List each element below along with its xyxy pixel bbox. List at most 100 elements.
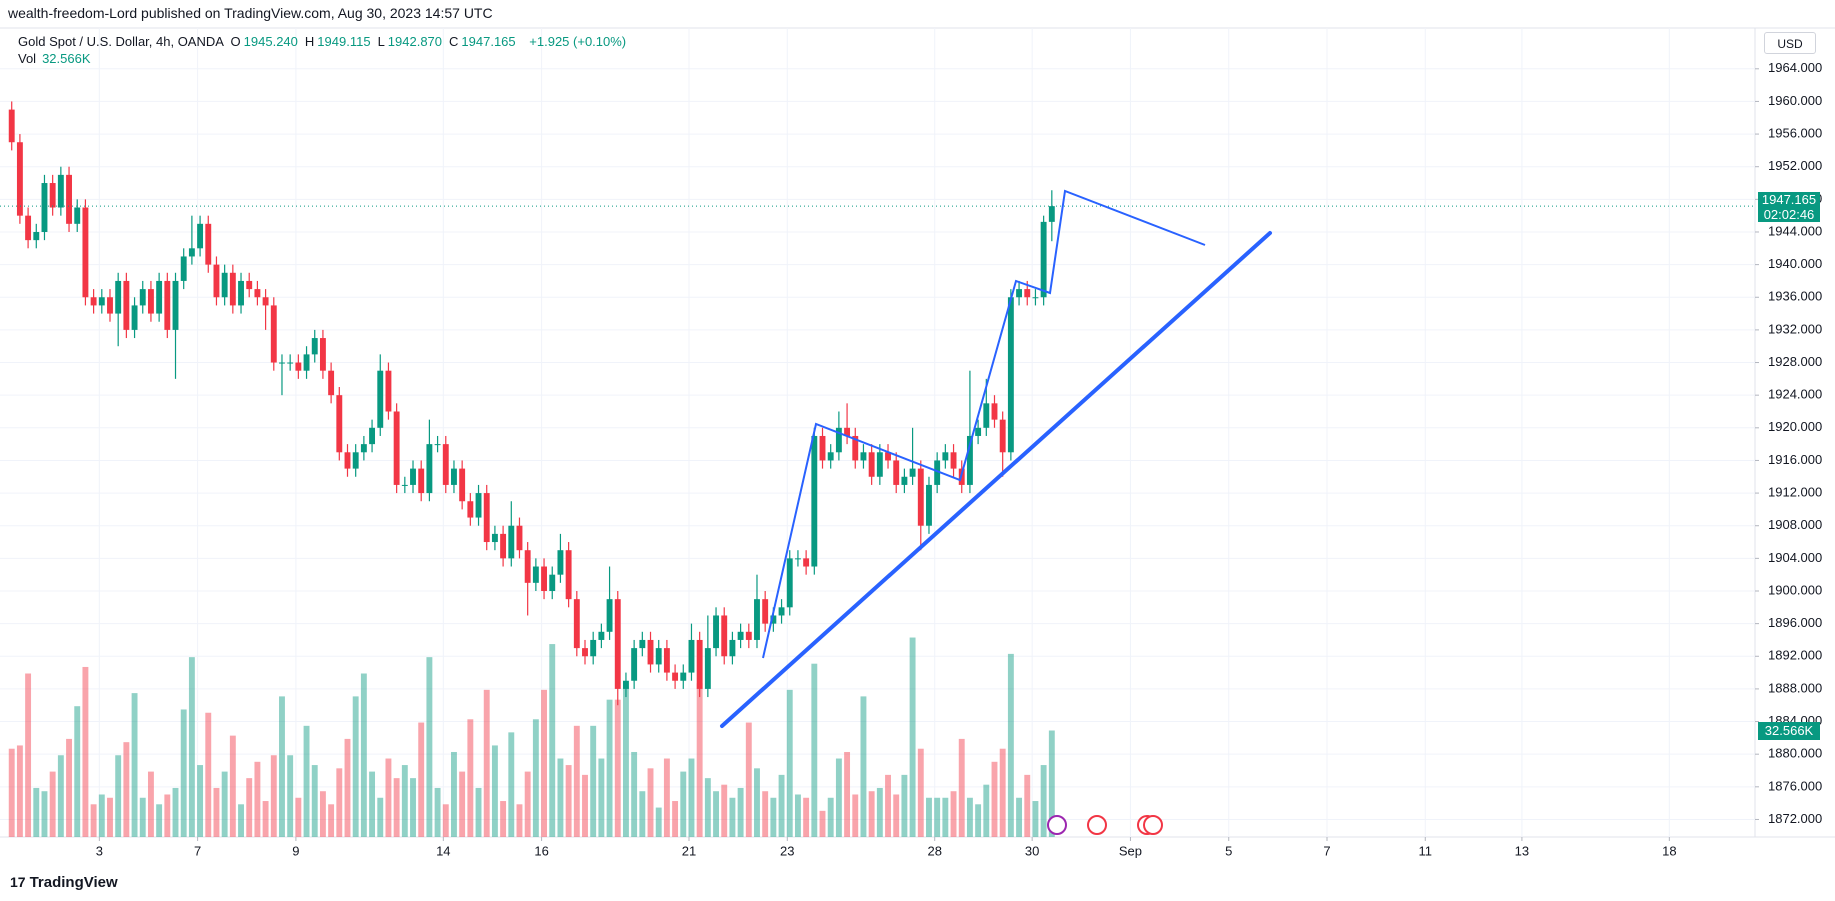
candle-body (270, 305, 277, 363)
y-tick-label: 1904.000 (1768, 550, 1822, 565)
volume-bar (107, 797, 113, 837)
candle-body (213, 264, 220, 298)
volume-bar (975, 804, 982, 837)
candle-body (975, 427, 982, 436)
candle-body (483, 493, 490, 543)
volume-bar (876, 787, 883, 837)
volume-bar (303, 725, 310, 837)
candle-body (639, 639, 646, 649)
y-tick-label: 1924.000 (1768, 387, 1822, 402)
ohlc-value: 1947.165 (461, 34, 516, 49)
last-price: 1947.165 (1761, 192, 1817, 208)
volume-bar (156, 804, 163, 837)
candle-body (1007, 297, 1014, 453)
candle-body (876, 452, 883, 477)
volume-bar (344, 738, 351, 837)
volume-tag: 32.566K (1758, 721, 1820, 740)
volume-bar (860, 696, 867, 837)
candle-body (631, 648, 638, 681)
candle-body (565, 550, 572, 600)
candle-body (524, 550, 531, 583)
y-tick-label: 1892.000 (1768, 648, 1822, 663)
y-tick-label: 1932.000 (1768, 321, 1822, 336)
volume-bar (639, 791, 646, 837)
candle-body (172, 280, 179, 330)
y-tick-label: 1916.000 (1768, 452, 1822, 467)
candle-body (459, 468, 466, 502)
volume-bar (213, 787, 220, 837)
candle-body (279, 362, 285, 364)
candle-body (410, 468, 416, 485)
candle-body (246, 280, 253, 290)
candle-body (139, 289, 146, 306)
y-tick-label: 1872.000 (1768, 811, 1822, 826)
y-tick-label: 1888.000 (1768, 680, 1822, 695)
symbol: Gold Spot / U.S. Dollar, 4h, OANDA (18, 34, 224, 49)
candle-body (164, 280, 171, 330)
candle-body (983, 403, 990, 428)
candle-body (901, 476, 908, 485)
volume-bar (811, 663, 818, 837)
x-tick-label: 11 (1419, 843, 1433, 858)
volume-bar (557, 758, 564, 837)
candle-body (573, 599, 580, 649)
candle-body (737, 631, 744, 640)
volume-bar (721, 784, 728, 837)
volume-bar (713, 791, 719, 837)
volume-bar (352, 696, 359, 837)
y-tick-label: 1956.000 (1768, 126, 1822, 141)
volume-bar (926, 797, 932, 837)
candle-body (852, 435, 859, 461)
x-tick-label: 9 (292, 843, 299, 858)
volume-bar (401, 765, 408, 837)
ohlc-key: L (377, 34, 385, 49)
volume-bar (287, 755, 294, 837)
volume-bar (942, 797, 949, 837)
candle-body (82, 207, 89, 298)
candle-body (999, 419, 1006, 453)
ohlc-key: C (449, 34, 459, 49)
y-tick-label: 1900.000 (1768, 582, 1822, 597)
volume-bar (794, 794, 801, 837)
candle-body (319, 338, 326, 371)
x-tick-label: 16 (534, 843, 548, 858)
candle-body (434, 444, 441, 446)
volume-bar (221, 771, 228, 837)
volume-bar (451, 751, 457, 837)
x-tick-label: 30 (1025, 843, 1039, 858)
volume-bar (57, 755, 64, 837)
volume-bar (434, 787, 441, 837)
candle-body (344, 452, 351, 469)
x-tick-label: 21 (682, 843, 696, 858)
volume-bar (835, 758, 842, 837)
volume-bar (704, 778, 711, 837)
volume-bar (893, 794, 900, 837)
volume-bar (680, 771, 687, 837)
candle-body (311, 338, 318, 355)
x-tick-label: 28 (927, 843, 941, 858)
currency-button[interactable]: USD (1764, 32, 1816, 54)
candle-body (655, 648, 662, 665)
volume-bar (647, 768, 654, 837)
candle-body (238, 280, 244, 306)
candle-body (262, 297, 269, 306)
candle-body (25, 215, 32, 241)
volume-bar (311, 765, 318, 837)
volume-bar (180, 709, 187, 837)
volume-legend: Vol 32.566K (18, 51, 91, 66)
x-tick-label: Sep (1119, 843, 1142, 858)
volume-bar (1024, 774, 1031, 837)
candle-body (966, 435, 973, 485)
candle-body (205, 223, 212, 265)
volume-bar (90, 804, 97, 837)
brand: 17 TradingView (10, 874, 118, 891)
volume-bar (966, 797, 973, 837)
volume-bar (745, 722, 752, 837)
candle-body (8, 109, 15, 143)
candle-body (393, 411, 400, 485)
volume-bar (770, 797, 777, 837)
brand-name: TradingView (29, 874, 118, 891)
event-icon (1047, 815, 1067, 835)
volume-bar (786, 689, 793, 837)
